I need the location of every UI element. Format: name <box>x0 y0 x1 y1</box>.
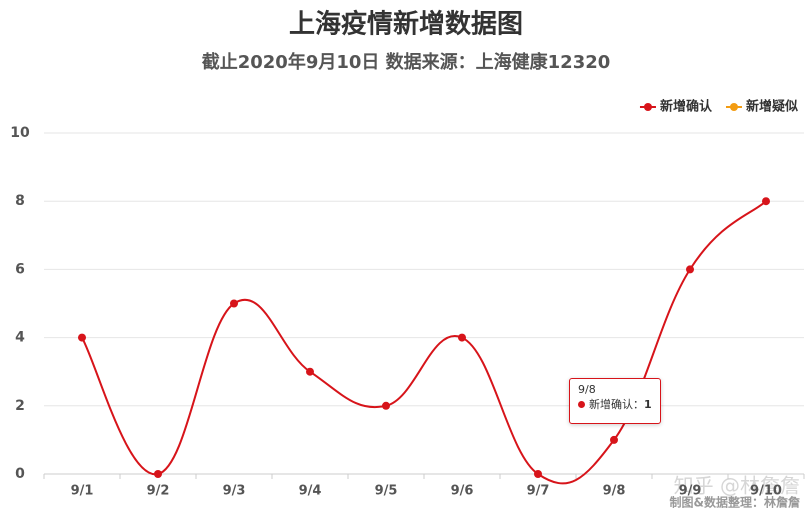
legend-marker <box>729 103 738 111</box>
data-point <box>458 333 466 342</box>
data-point <box>306 367 314 376</box>
data-point <box>686 265 694 274</box>
tooltip-title: 9/8 <box>578 383 596 396</box>
data-point <box>534 470 542 478</box>
x-tick-label: 9/7 <box>527 484 550 499</box>
legend-label: 新增确认 <box>660 99 713 115</box>
x-tick-label: 9/9 <box>679 484 702 499</box>
credit: 制图&数据整理：林詹詹 <box>670 495 800 510</box>
tooltip-row: 新增确认1 <box>578 396 652 412</box>
data-point <box>762 197 770 206</box>
data-point <box>78 333 86 342</box>
y-tick-label: 4 <box>15 330 25 346</box>
data-point <box>230 299 238 308</box>
x-tick-label: 9/5 <box>375 484 398 499</box>
tooltip: 9/8 新增确认1 <box>569 378 661 424</box>
series-line <box>81 200 767 485</box>
data-point <box>610 435 618 444</box>
x-tick-label: 9/3 <box>223 484 246 499</box>
y-tick-label: 6 <box>15 261 25 277</box>
tooltip-dot <box>578 401 585 408</box>
legend-label: 新增疑似 <box>746 99 798 115</box>
x-tick-label: 9/4 <box>299 484 322 499</box>
legend-marker <box>643 103 652 111</box>
y-tick-label: 10 <box>10 125 30 141</box>
x-tick-label: 9/1 <box>71 484 94 499</box>
data-point <box>154 470 162 478</box>
x-tick-label: 9/8 <box>603 484 626 499</box>
x-tick-label: 9/2 <box>147 484 170 499</box>
y-tick-label: 8 <box>15 193 25 209</box>
chart-subtitle: 截止2020年9月10日 数据来源：上海健康12320 <box>202 51 611 73</box>
y-tick-label: 2 <box>15 398 25 414</box>
x-tick-label: 9/10 <box>750 484 782 499</box>
y-tick-label: 0 <box>15 466 25 482</box>
watermark: 知乎 @林詹詹 <box>674 474 800 498</box>
data-point <box>382 401 390 410</box>
tooltip-series: 新增确认 <box>589 398 644 411</box>
tooltip-value: 1 <box>644 398 652 411</box>
x-tick-label: 9/6 <box>451 484 474 499</box>
chart-title: 上海疫情新增数据图 <box>289 9 523 40</box>
